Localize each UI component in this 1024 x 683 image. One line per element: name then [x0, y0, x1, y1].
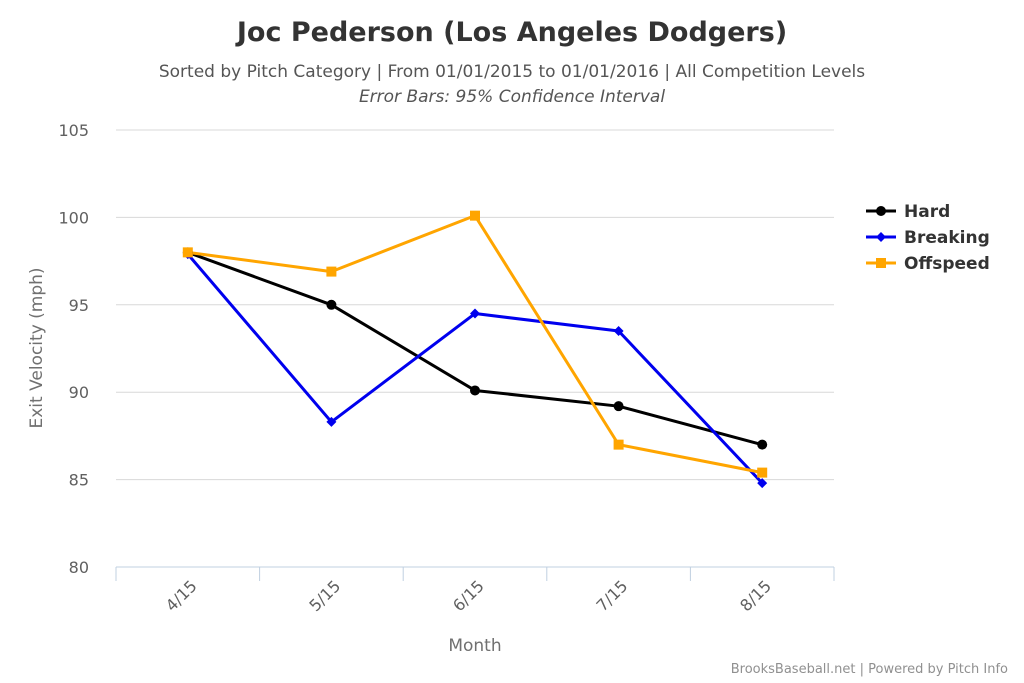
chart-subtitle-error-bars: Error Bars: 95% Confidence Interval: [359, 87, 665, 107]
y-axis-tick-labels: 80 85 90 95 100 105: [58, 121, 89, 577]
data-point-breaking-3: [613, 326, 624, 337]
legend-item-offspeed[interactable]: Offspeed: [866, 254, 990, 274]
y-axis-title: Exit Velocity (mph): [27, 267, 47, 428]
x-tick-label-2: 6/15: [449, 576, 488, 615]
data-point-hard-2: [470, 385, 480, 396]
legend-item-hard[interactable]: Hard: [866, 202, 950, 222]
series-line-hard: [187, 250, 763, 447]
legend-item-breaking[interactable]: Breaking: [866, 228, 990, 248]
legend-marker-breaking: [876, 232, 886, 242]
data-point-hard-4: [757, 439, 768, 450]
legend-label-offspeed: Offspeed: [904, 254, 990, 274]
y-tick-label-85: 85: [69, 471, 89, 490]
y-tick-label-90: 90: [69, 383, 89, 402]
legend-label-hard: Hard: [904, 202, 950, 222]
x-axis: 4/15 5/15 6/15 7/15 8/15: [115, 566, 835, 615]
series-markers: [182, 210, 768, 489]
data-point-offspeed-4: [757, 467, 768, 478]
data-point-breaking-1: [326, 416, 337, 427]
series-line-offspeed: [187, 214, 763, 475]
data-point-offspeed-2: [470, 210, 480, 221]
y-tick-label-80: 80: [69, 558, 89, 577]
y-tick-label-100: 100: [58, 208, 89, 227]
data-point-breaking-4: [757, 478, 768, 489]
series-line-breaking: [186, 253, 764, 485]
x-tick-label-1: 5/15: [305, 576, 344, 615]
data-point-offspeed-3: [613, 439, 624, 450]
legend-label-breaking: Breaking: [904, 228, 990, 248]
x-tick-label-0: 4/15: [162, 576, 201, 615]
data-point-offspeed-0: [182, 247, 193, 258]
chart-credits: BrooksBaseball.net | Powered by Pitch In…: [731, 662, 1008, 677]
data-point-hard-3: [613, 401, 624, 412]
chart-subtitle: Sorted by Pitch Category | From 01/01/20…: [159, 62, 865, 82]
chart-title: Joc Pederson (Los Angeles Dodgers): [235, 17, 787, 48]
y-tick-label-105: 105: [58, 121, 89, 140]
grid-lines: [116, 129, 834, 481]
y-tick-label-95: 95: [69, 296, 89, 315]
legend: Hard Breaking Offspeed: [866, 202, 990, 274]
x-axis-title: Month: [448, 636, 501, 656]
data-point-offspeed-1: [326, 266, 337, 277]
data-point-breaking-2: [470, 308, 480, 319]
x-tick-label-4: 8/15: [736, 576, 775, 615]
series-lines: [186, 214, 764, 485]
x-tick-label-3: 7/15: [593, 576, 632, 615]
data-point-hard-1: [326, 299, 337, 310]
legend-marker-offspeed: [876, 258, 886, 268]
legend-marker-hard: [876, 206, 886, 216]
